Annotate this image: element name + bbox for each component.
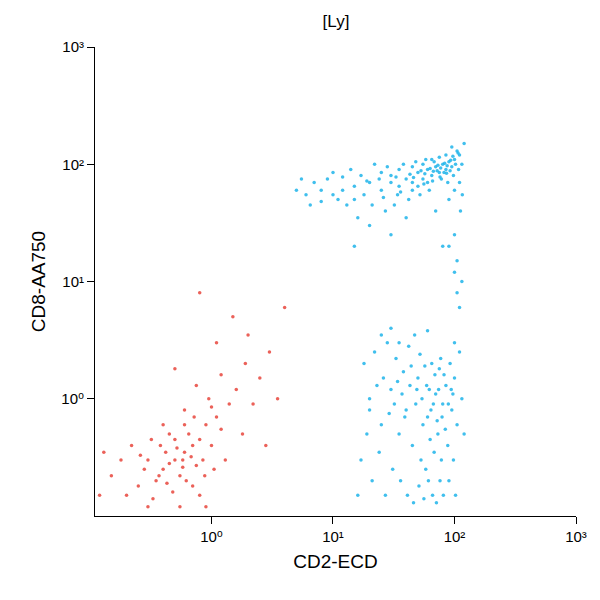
svg-text:10¹: 10¹: [322, 528, 344, 545]
svg-text:10⁰: 10⁰: [200, 528, 223, 545]
svg-text:10³: 10³: [62, 38, 84, 55]
svg-text:10⁰: 10⁰: [61, 390, 84, 407]
svg-text:10²: 10²: [444, 528, 466, 545]
svg-text:10³: 10³: [565, 528, 587, 545]
svg-text:10¹: 10¹: [62, 273, 84, 290]
svg-text:[Ly]: [Ly]: [323, 12, 350, 31]
svg-text:CD2-ECD: CD2-ECD: [293, 551, 377, 572]
svg-text:10²: 10²: [62, 156, 84, 173]
svg-text:CD8-AA750: CD8-AA750: [28, 231, 49, 332]
